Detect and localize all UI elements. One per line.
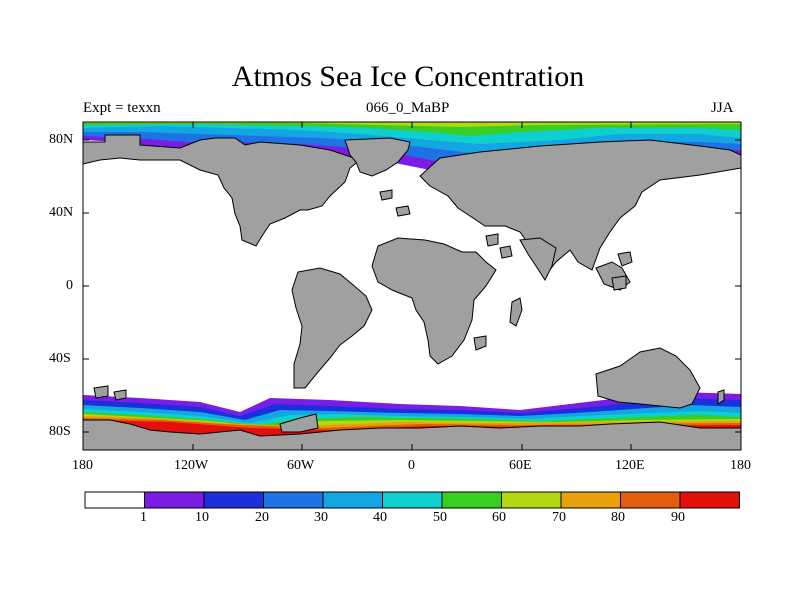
colorbar-box-0 — [84, 491, 145, 509]
time-label: 066_0_MaBP — [366, 100, 450, 116]
x-tick-60w: 60W — [287, 458, 315, 473]
new-zealand — [717, 389, 725, 405]
colorbar-label-10: 10 — [195, 510, 209, 525]
y-tick-40s: 40S — [49, 351, 71, 366]
x-tick-180w: 180 — [72, 458, 93, 473]
experiment-label: Expt = texxn — [83, 100, 161, 116]
x-tick-60e: 60E — [509, 458, 532, 473]
y-tick-80n: 80N — [49, 132, 74, 147]
colorbar-label-60: 60 — [492, 510, 506, 525]
colorbar-label-1: 1 — [140, 510, 147, 525]
antarctica — [83, 419, 741, 450]
colorbar-box-3 — [263, 491, 324, 509]
eurasia — [419, 139, 741, 277]
colorbar-box-1 — [144, 491, 205, 509]
colorbar — [84, 491, 740, 509]
madagascar — [509, 297, 523, 327]
colorbar-box-2 — [203, 491, 264, 509]
australia — [595, 347, 701, 409]
colorbar-box-4 — [322, 491, 383, 509]
continents — [83, 134, 741, 450]
antarctic-peninsula — [279, 413, 319, 433]
colorbar-box-10 — [679, 491, 740, 509]
x-tick-0: 0 — [408, 458, 415, 473]
y-tick-40n: 40N — [49, 205, 74, 220]
colorbar-box-8 — [560, 491, 621, 509]
colorbar-label-20: 20 — [255, 510, 269, 525]
x-tick-180e: 180 — [730, 458, 751, 473]
colorbar-label-70: 70 — [552, 510, 566, 525]
colorbar-box-5 — [382, 491, 443, 509]
north-america — [83, 134, 362, 247]
colorbar-label-30: 30 — [314, 510, 328, 525]
x-tick-120w: 120W — [174, 458, 209, 473]
colorbar-box-6 — [441, 491, 502, 509]
colorbar-box-7 — [501, 491, 562, 509]
season-label: JJA — [711, 100, 734, 116]
south-america — [291, 267, 373, 389]
map-title: Atmos Sea Ice Concentration — [231, 60, 585, 93]
greenland — [344, 137, 411, 177]
colorbar-label-90: 90 — [671, 510, 685, 525]
y-tick-80s: 80S — [49, 424, 71, 439]
y-tick-0: 0 — [66, 278, 73, 293]
colorbar-box-9 — [620, 491, 681, 509]
africa — [371, 237, 497, 365]
colorbar-label-80: 80 — [611, 510, 625, 525]
tick-marks — [82, 122, 742, 450]
x-tick-120e: 120E — [615, 458, 645, 473]
colorbar-label-50: 50 — [433, 510, 447, 525]
colorbar-label-40: 40 — [373, 510, 387, 525]
india — [519, 237, 557, 282]
